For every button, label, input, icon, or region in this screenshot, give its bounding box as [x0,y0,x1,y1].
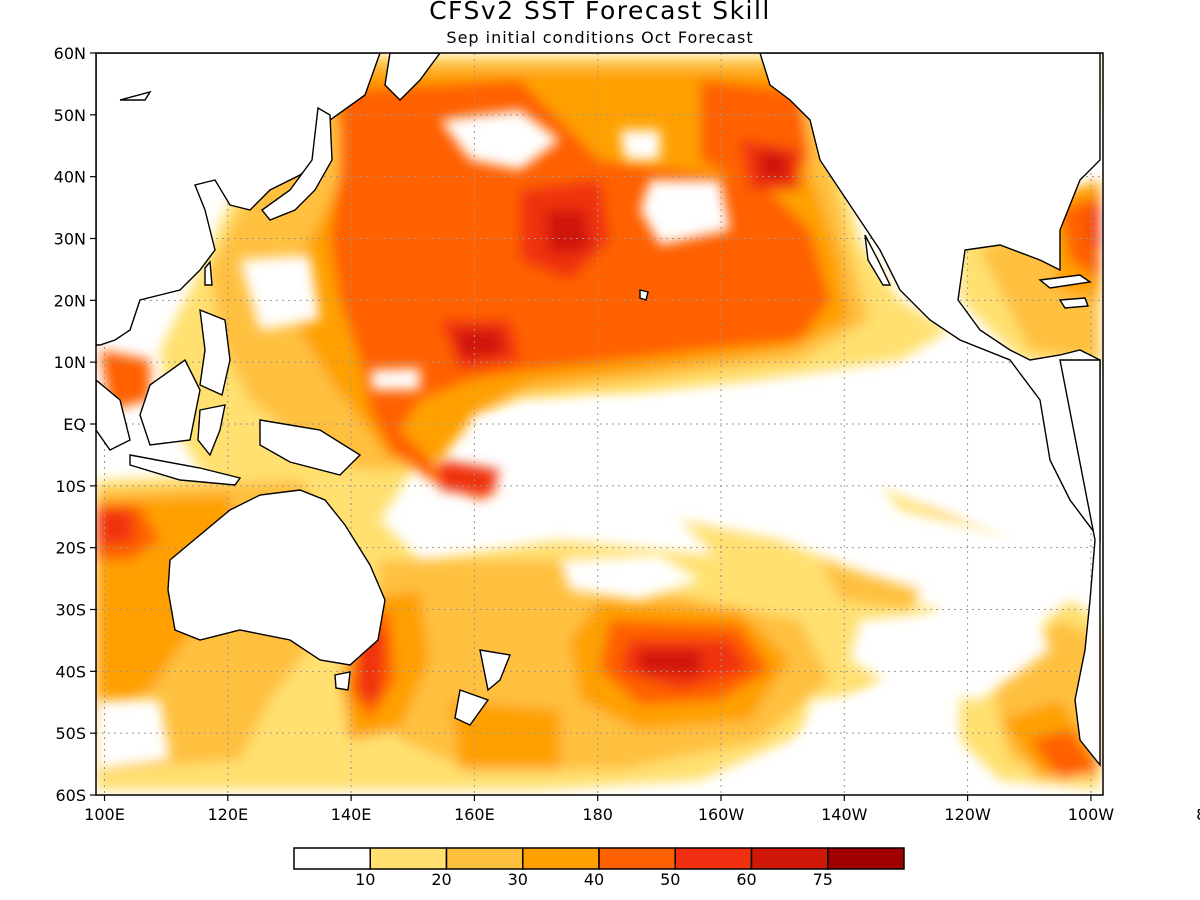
lon-tick-label: 160W [698,805,745,824]
skill-shading [96,55,1100,790]
colorbar-label: 10 [355,870,375,889]
colorbar-label: 75 [813,870,833,889]
lat-tick-label: 30N [54,230,86,249]
lat-tick-label: 60N [54,44,86,63]
lon-tick-label: 140E [331,805,372,824]
colorbar-swatch [827,847,905,870]
lon-tick-label: 160E [454,805,495,824]
lat-tick-label: 30S [55,601,86,620]
coastlines [96,53,1101,767]
longitude-axis: 100E 120E 140E 160E 180 160W 140W 120W 100W 80W [84,795,1200,824]
colorbar-swatch [522,847,600,870]
map-subtitle: Sep initial conditions Oct Forecast [446,28,754,47]
lat-tick-label: 10S [55,477,86,496]
lon-tick-label: 140W [821,805,868,824]
lon-tick-label: 120E [207,805,248,824]
lon-tick-label: 120W [944,805,991,824]
lon-tick-label: 180 [582,805,613,824]
colorbar-swatch [293,847,371,870]
lat-tick-label: 20N [54,291,86,310]
latitude-axis: 60N 50N 40N 30N 20N 10N EQ 10S 20S 30S 40S 50S 60S [54,44,96,805]
lat-tick-label: 40S [55,662,86,681]
colorbar-label: 60 [736,870,756,889]
colorbar: 10 20 30 40 50 60 75 [293,847,905,889]
lon-tick-label: 100E [84,805,125,824]
colorbar-swatch [445,847,524,870]
lat-tick-label: 50N [54,106,86,125]
colorbar-label: 30 [508,870,528,889]
map-title: CFSv2 SST Forecast Skill [429,0,771,25]
colorbar-label: 20 [431,870,451,889]
lat-tick-label: 40N [54,168,86,187]
colorbar-swatch [750,847,829,870]
colorbar-label: 50 [660,870,680,889]
lat-tick-label: 60S [55,786,86,805]
colorbar-swatch [674,847,753,870]
lon-tick-label: 80W [1196,805,1200,824]
lat-tick-label: EQ [63,415,86,434]
lat-tick-label: 50S [55,724,86,743]
colorbar-label: 40 [584,870,604,889]
lon-tick-label: 100W [1068,805,1115,824]
colorbar-swatch [369,847,448,870]
lat-tick-label: 20S [55,539,86,558]
colorbar-swatch [598,847,676,870]
lat-tick-label: 10N [54,353,86,372]
